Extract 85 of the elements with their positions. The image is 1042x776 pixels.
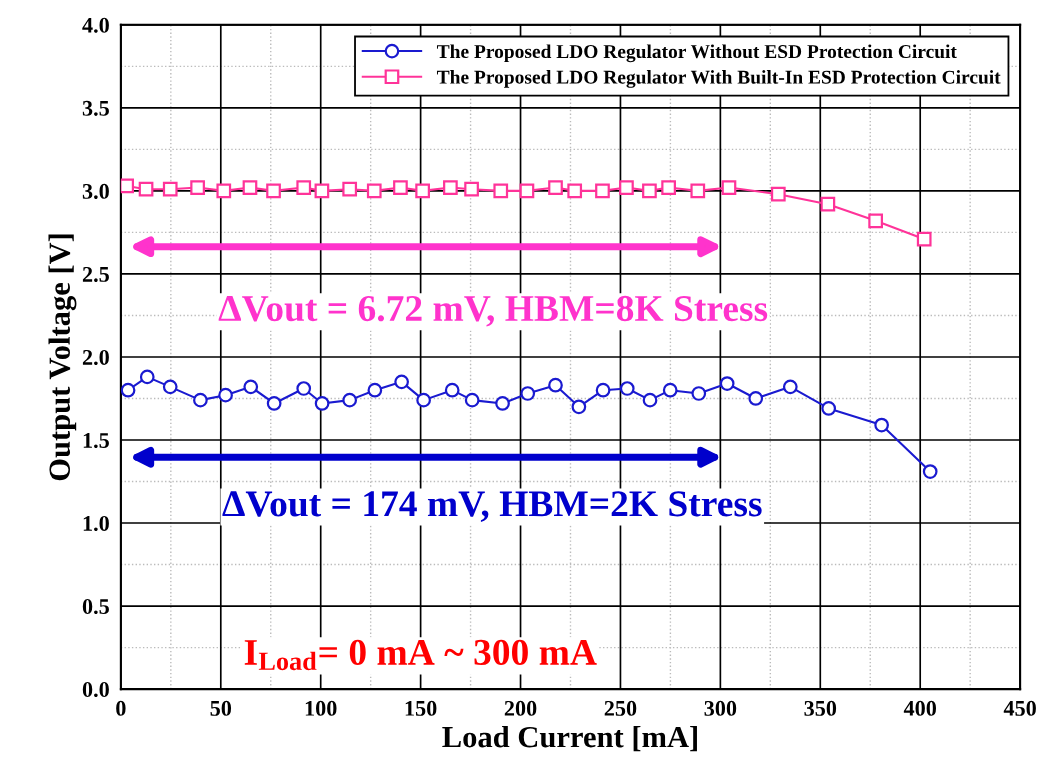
point — [393, 180, 408, 195]
legend-label: The Proposed LDO Regulator With Built-In ESD Protection Circuit — [436, 70, 1001, 88]
point — [690, 183, 706, 199]
x-tick-label: 100 — [305, 700, 337, 716]
point — [662, 382, 678, 398]
y-tick-label: 4.0 — [82, 17, 109, 33]
point — [719, 376, 735, 391]
point — [567, 183, 583, 199]
y-tick-label: 2.5 — [82, 266, 109, 282]
point — [874, 417, 889, 433]
point — [595, 183, 610, 199]
y-axis-title: Output Voltage [V] — [48, 234, 77, 481]
point — [571, 399, 587, 415]
annotation: ΔVout = 6.72 mV, HBM=8K Stress — [218, 295, 768, 327]
point — [748, 391, 764, 406]
x-tick-label: 450 — [1003, 700, 1036, 716]
point — [721, 180, 737, 195]
annotation: I$_{Load}$= 0 mA ~ 300 mA — [244, 639, 597, 671]
point — [193, 392, 208, 408]
point — [367, 382, 383, 398]
point — [868, 213, 883, 229]
x-tick-label: 50 — [210, 700, 232, 716]
point — [120, 382, 136, 398]
annotation: ΔVout = 174 mV, HBM=2K Stress — [222, 491, 762, 522]
point — [266, 183, 281, 199]
point — [366, 183, 382, 199]
point — [922, 464, 938, 479]
point — [394, 374, 409, 390]
point — [548, 377, 563, 393]
point — [642, 392, 658, 408]
point — [296, 381, 312, 396]
y-tick-label: 2.0 — [82, 349, 109, 365]
y-tick-label: 0.5 — [82, 598, 109, 615]
point — [342, 392, 358, 408]
point — [138, 181, 154, 197]
point — [296, 180, 312, 195]
point — [916, 231, 932, 247]
y-tick-label: 0.0 — [82, 682, 109, 698]
point — [619, 180, 634, 195]
point — [139, 369, 155, 385]
point — [691, 386, 707, 401]
point — [595, 382, 611, 398]
x-tick-label: 350 — [804, 700, 837, 716]
point — [493, 183, 509, 199]
point — [548, 180, 563, 195]
point — [242, 180, 258, 195]
point — [770, 186, 786, 202]
x-tick-label: 150 — [405, 700, 437, 716]
point — [821, 401, 837, 416]
x-tick-label: 400 — [903, 700, 937, 716]
y-tick-label: 3.0 — [82, 183, 109, 199]
x-tick-label: 250 — [604, 700, 637, 716]
point — [342, 181, 358, 197]
point — [416, 392, 431, 408]
y-tick-label: 1.0 — [83, 515, 109, 532]
point — [464, 392, 480, 408]
point — [162, 181, 178, 197]
point — [661, 180, 676, 195]
point — [520, 386, 536, 401]
point — [218, 387, 233, 403]
y-tick-label: 3.5 — [82, 100, 109, 116]
x-tick-label: 300 — [704, 700, 737, 716]
point — [243, 379, 259, 395]
point — [495, 396, 510, 411]
legend-label: The Proposed LDO Regulator Without ESD Protection Circuit — [436, 44, 957, 63]
point — [782, 379, 798, 395]
x-axis-title: Load Current [mA] — [442, 725, 697, 752]
point — [642, 183, 657, 199]
point — [464, 181, 479, 197]
point — [314, 183, 330, 199]
x-tick-label: 0 — [116, 700, 126, 716]
y-tick-label: 1.5 — [83, 433, 109, 449]
point — [415, 183, 430, 199]
point — [820, 196, 836, 212]
point — [519, 183, 535, 199]
point — [190, 180, 205, 195]
point — [444, 382, 460, 398]
point — [314, 396, 330, 411]
point — [443, 180, 458, 195]
point — [266, 396, 282, 411]
point — [120, 178, 135, 194]
point — [619, 381, 635, 396]
x-tick-label: 200 — [504, 700, 537, 716]
point — [162, 379, 178, 395]
point — [216, 183, 232, 199]
